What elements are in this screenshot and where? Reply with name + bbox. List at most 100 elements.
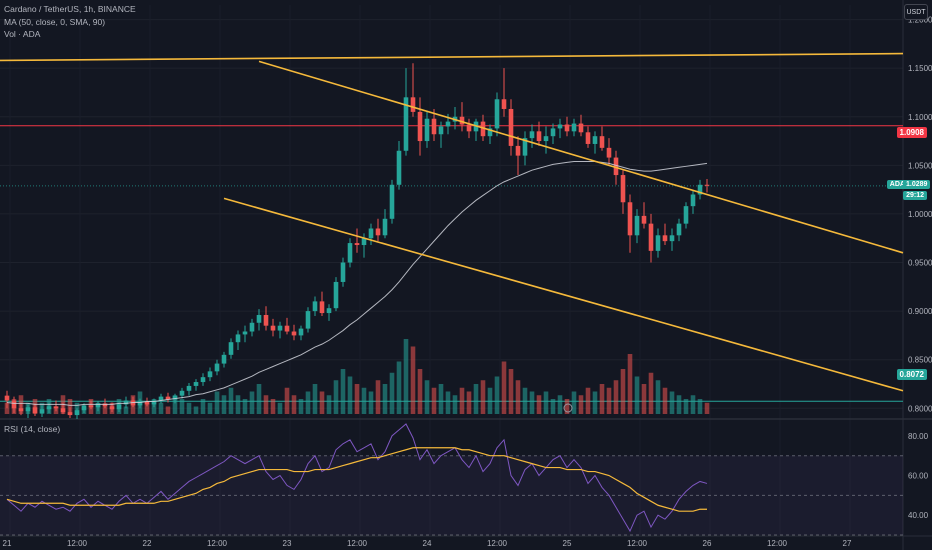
volume-bar [648, 372, 654, 414]
candle [144, 401, 150, 405]
volume-bar [165, 406, 171, 414]
candle [242, 331, 248, 335]
volume-bar [207, 402, 213, 414]
volume-bar [697, 399, 703, 414]
volume-bar [221, 395, 227, 414]
rsi-legend[interactable]: RSI (14, close) [4, 424, 61, 434]
volume-bar [4, 402, 10, 414]
candle [32, 407, 38, 414]
volume-bar [592, 391, 598, 414]
candle [515, 145, 521, 156]
ma-legend[interactable]: MA (50, close, 0, SMA, 90) [4, 17, 106, 27]
candle [109, 406, 115, 410]
volume-bar [228, 387, 234, 414]
volume-bar [193, 406, 199, 414]
time-axis-label: 25 [563, 539, 572, 548]
candle [74, 410, 80, 416]
candle [382, 218, 388, 236]
candle [123, 400, 129, 405]
candle [67, 412, 73, 416]
candle [53, 406, 59, 409]
time-axis-label: 12:00 [67, 539, 88, 548]
time-axis-label: 12:00 [207, 539, 228, 548]
candle [641, 215, 647, 224]
currency-button[interactable]: USDT [904, 4, 928, 20]
candle [536, 131, 542, 142]
candle [578, 123, 584, 133]
candle [466, 124, 472, 132]
volume-bar [515, 380, 521, 414]
candle [186, 385, 192, 391]
volume-bar [452, 395, 458, 414]
volume-bar [606, 387, 612, 414]
candle [46, 406, 52, 410]
candle [634, 215, 640, 236]
candle [368, 228, 374, 239]
volume-bar [263, 395, 269, 414]
volume-bar [445, 391, 451, 414]
volume-bar [186, 402, 192, 414]
volume-bar [354, 384, 360, 414]
candle [277, 325, 283, 331]
candle [438, 126, 444, 135]
candle [200, 377, 206, 383]
candle [4, 395, 10, 401]
candle [494, 99, 500, 129]
candle [613, 157, 619, 176]
candle [291, 331, 297, 336]
volume-bar [522, 387, 528, 414]
candle [319, 301, 325, 314]
volume-bar [144, 402, 150, 414]
volume-bar [669, 391, 675, 414]
candle [249, 322, 255, 332]
candle [158, 396, 164, 401]
candle [151, 400, 157, 405]
candle [431, 118, 437, 135]
volume-bar [557, 395, 563, 414]
volume-bar [578, 395, 584, 414]
volume-bar [438, 384, 444, 414]
volume-bar [690, 395, 696, 414]
volume-bar [389, 372, 395, 414]
rsi-ma-line [6, 447, 707, 512]
current-countdown-tag: 29:12 [903, 191, 927, 200]
candle [305, 311, 311, 329]
rsi-axis-label: 60.00 [908, 472, 929, 481]
candle [221, 354, 227, 364]
current-price-tag: 1.0289 [903, 180, 931, 189]
volume-bar [249, 391, 255, 414]
volume-bar [487, 387, 493, 414]
volume-bar [564, 399, 570, 414]
trendline-desc-bottom [223, 197, 904, 392]
trendline-desc-top [258, 60, 904, 254]
candle [480, 121, 486, 137]
candle [396, 150, 402, 185]
volume-bar [347, 376, 353, 414]
volume-bar [627, 354, 633, 414]
volume-bar [417, 369, 423, 414]
candle [270, 325, 276, 331]
candle [508, 108, 514, 146]
time-axis-label: 24 [423, 539, 432, 548]
volume-bar [340, 369, 346, 414]
price-axis-label: 1.1000 [908, 113, 932, 122]
candle [459, 116, 465, 125]
volume-legend[interactable]: Vol · ADA [4, 29, 41, 39]
candle [501, 99, 507, 109]
volume-bar [242, 399, 248, 414]
price-axis-label: 1.0500 [908, 161, 932, 170]
candle [263, 314, 269, 326]
time-axis-label: 12:00 [767, 539, 788, 548]
candle [361, 238, 367, 246]
candle [529, 131, 535, 139]
candle [179, 390, 185, 396]
symbol-legend[interactable]: Cardano / TetherUS, 1h, BINANCE [4, 4, 136, 14]
volume-bar [375, 380, 381, 414]
time-axis-label: 22 [143, 539, 152, 548]
volume-bar [403, 339, 409, 414]
lightning-icon [563, 403, 573, 413]
volume-bar [655, 380, 661, 414]
candle [39, 409, 45, 414]
volume-bar [585, 387, 591, 414]
